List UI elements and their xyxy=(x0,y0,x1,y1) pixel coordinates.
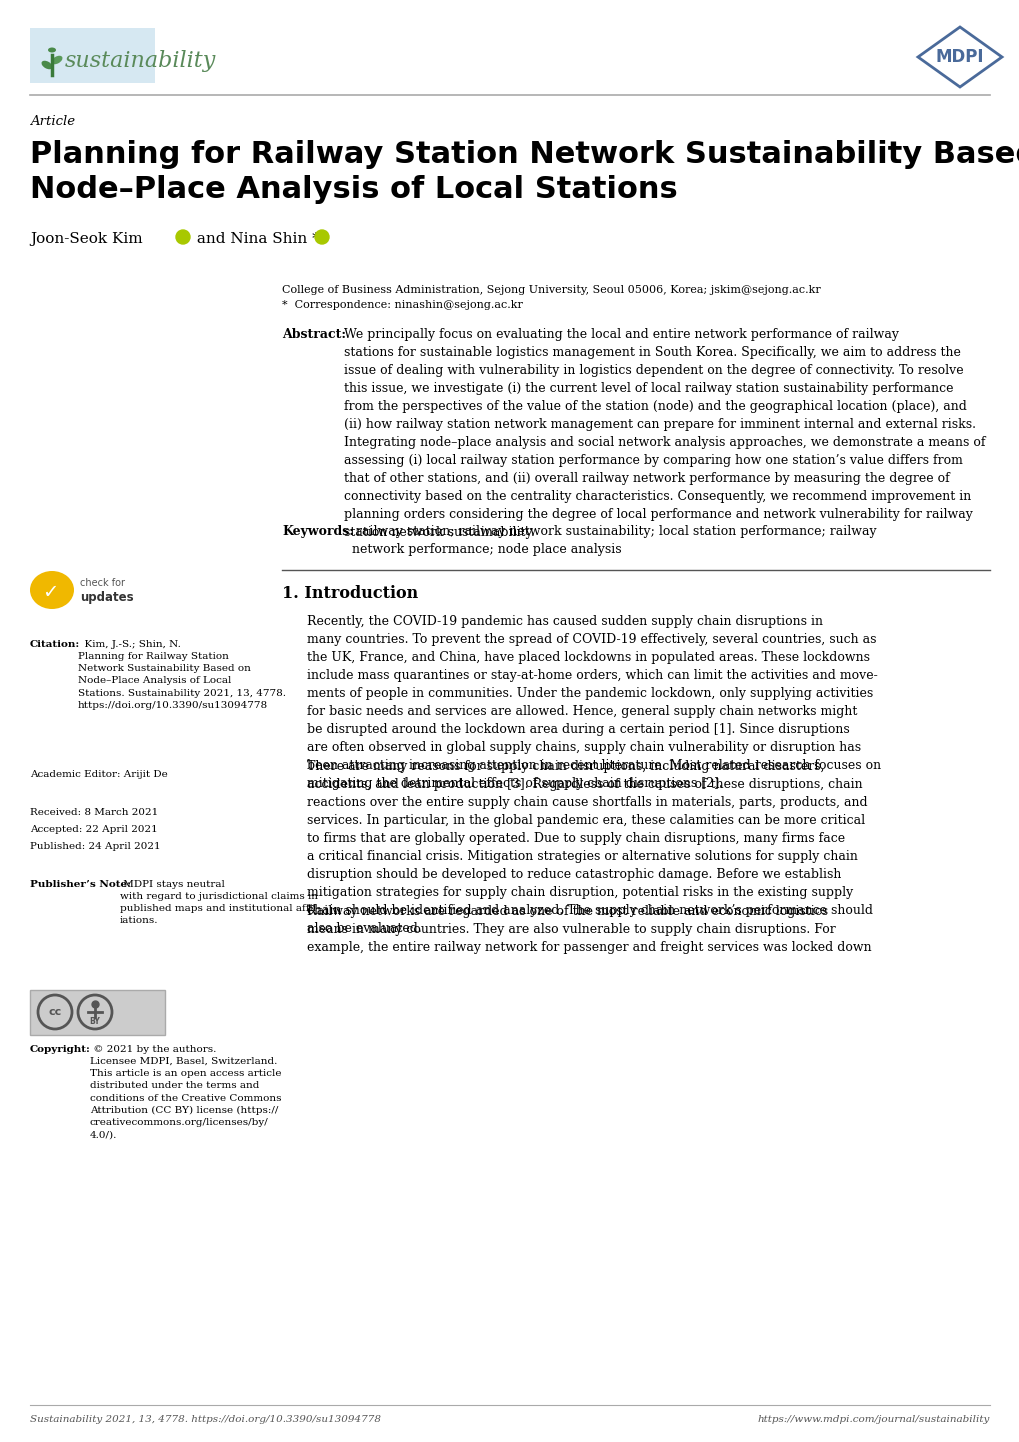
Text: Keywords:: Keywords: xyxy=(281,525,354,538)
Text: Published: 24 April 2021: Published: 24 April 2021 xyxy=(30,842,160,851)
Text: Received: 8 March 2021: Received: 8 March 2021 xyxy=(30,808,158,818)
Text: We principally focus on evaluating the local and entire network performance of r: We principally focus on evaluating the l… xyxy=(343,327,984,539)
Text: https://www.mdpi.com/journal/sustainability: https://www.mdpi.com/journal/sustainabil… xyxy=(757,1415,989,1425)
FancyBboxPatch shape xyxy=(30,991,165,1035)
Text: College of Business Administration, Sejong University, Seoul 05006, Korea; jskim: College of Business Administration, Sejo… xyxy=(281,286,820,296)
Text: i: i xyxy=(181,232,184,241)
Text: Railway networks are regarded as one of the most reliable and economic logistics: Railway networks are regarded as one of … xyxy=(307,906,871,955)
Text: 1. Introduction: 1. Introduction xyxy=(281,585,418,601)
Text: MDPI: MDPI xyxy=(934,48,983,66)
Text: Article: Article xyxy=(30,115,75,128)
Text: and Nina Shin *: and Nina Shin * xyxy=(192,232,319,247)
Text: updates: updates xyxy=(79,591,133,604)
Text: Node–Place Analysis of Local Stations: Node–Place Analysis of Local Stations xyxy=(30,174,677,203)
Text: Copyright:: Copyright: xyxy=(30,1045,91,1054)
Ellipse shape xyxy=(42,61,52,69)
Text: Planning for Railway Station Network Sustainability Based on: Planning for Railway Station Network Sus… xyxy=(30,140,1019,169)
Text: check for: check for xyxy=(79,578,125,588)
Text: railway station; railway network sustainability; local station performance; rail: railway station; railway network sustain… xyxy=(352,525,875,557)
Text: cc: cc xyxy=(48,1007,61,1017)
Ellipse shape xyxy=(48,48,56,52)
Text: Accepted: 22 April 2021: Accepted: 22 April 2021 xyxy=(30,825,158,833)
Ellipse shape xyxy=(52,56,62,65)
Text: © 2021 by the authors.
Licensee MDPI, Basel, Switzerland.
This article is an ope: © 2021 by the authors. Licensee MDPI, Ba… xyxy=(90,1045,281,1139)
Text: Joon-Seok Kim: Joon-Seok Kim xyxy=(30,232,143,247)
Text: Kim, J.-S.; Shin, N.
Planning for Railway Station
Network Sustainability Based o: Kim, J.-S.; Shin, N. Planning for Railwa… xyxy=(77,640,285,709)
FancyBboxPatch shape xyxy=(30,27,155,84)
Text: Recently, the COVID-19 pandemic has caused sudden supply chain disruptions in
ma: Recently, the COVID-19 pandemic has caus… xyxy=(307,614,880,790)
Text: Abstract:: Abstract: xyxy=(281,327,345,340)
Text: Citation:: Citation: xyxy=(30,640,81,649)
Text: *  Correspondence: ninashin@sejong.ac.kr: * Correspondence: ninashin@sejong.ac.kr xyxy=(281,300,523,310)
Text: i: i xyxy=(320,232,323,241)
Text: Sustainability 2021, 13, 4778. https://doi.org/10.3390/su13094778: Sustainability 2021, 13, 4778. https://d… xyxy=(30,1415,381,1425)
Ellipse shape xyxy=(30,571,74,609)
Text: ✓: ✓ xyxy=(42,583,58,601)
Text: There are many reasons for supply chain disruptions, including natural disasters: There are many reasons for supply chain … xyxy=(307,760,872,934)
Text: BY: BY xyxy=(90,1018,100,1027)
Circle shape xyxy=(315,231,329,244)
Text: Publisher’s Note:: Publisher’s Note: xyxy=(30,880,130,890)
Text: Academic Editor: Arijit De: Academic Editor: Arijit De xyxy=(30,770,167,779)
Text: sustainability: sustainability xyxy=(65,50,216,72)
Text: MDPI stays neutral
with regard to jurisdictional claims in
published maps and in: MDPI stays neutral with regard to jurisd… xyxy=(120,880,319,926)
Circle shape xyxy=(176,231,190,244)
